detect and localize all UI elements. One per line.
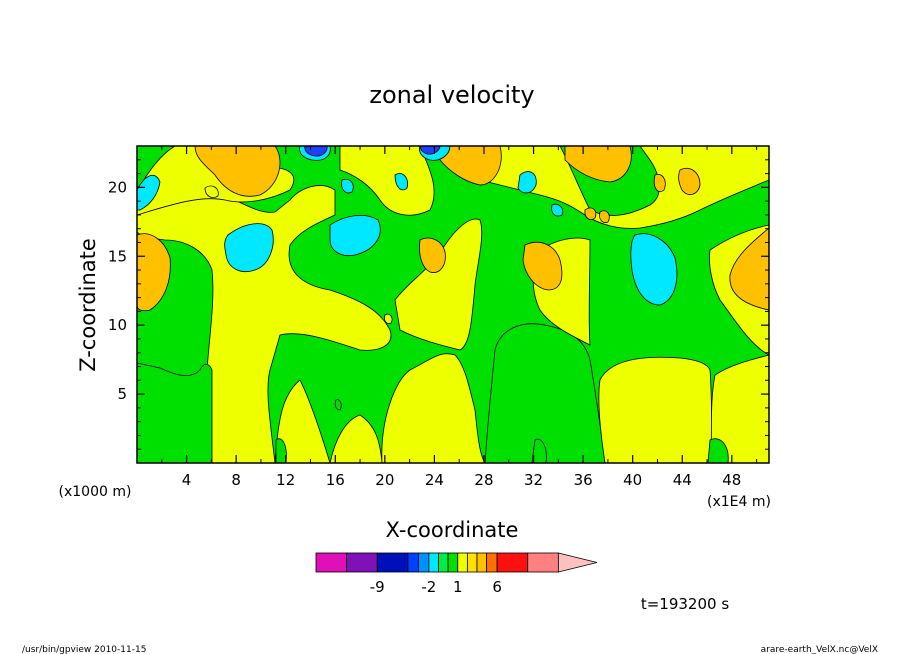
colorbar-bin: [407, 552, 419, 573]
y-tick-label: 10: [108, 316, 127, 334]
colorbar: [315, 552, 598, 573]
y-axis: 5 10 15 20: [108, 159, 769, 450]
x-tick-label: 44: [673, 471, 692, 489]
x-tick-label: 48: [722, 471, 741, 489]
time-label: t=193200 s: [641, 595, 729, 613]
x-tick-label: 12: [276, 471, 295, 489]
colorbar-label: -9: [370, 578, 385, 596]
x-axis-unit: (x1E4 m): [707, 494, 771, 510]
colorbar-bin: [376, 552, 409, 573]
x-tick-label: 40: [623, 471, 642, 489]
y-tick-label: 20: [108, 178, 127, 196]
colorbar-arrow: [557, 552, 598, 573]
field-bands-yellow: [137, 146, 769, 463]
colorbar-bin: [447, 552, 459, 573]
colorbar-bin: [466, 552, 478, 573]
footer-left: /usr/bin/gpview 2010-11-15: [22, 645, 146, 654]
y-axis-label: Z-coordinate: [76, 238, 100, 372]
colorbar-bin: [346, 552, 378, 573]
colorbar-bin: [486, 552, 498, 573]
x-tick-label: 8: [231, 471, 241, 489]
x-tick-label: 16: [326, 471, 345, 489]
y-tick-label: 15: [108, 247, 127, 265]
colorbar-bin: [428, 552, 439, 573]
field-bands-amber: [137, 146, 769, 312]
colorbar-label: 6: [492, 578, 502, 596]
colorbar-bin: [496, 552, 529, 573]
footer-right: arare-earth_VelX.nc@VelX: [761, 645, 878, 654]
field-small-features: [204, 185, 729, 463]
colorbar-bin: [476, 552, 488, 573]
x-axis: 4 8 12 16 20 24 28 32 36 40 44 48: [161, 146, 758, 489]
y-tick-label: 5: [117, 385, 127, 403]
colorbar-bin: [457, 552, 468, 573]
colorbar-bin: [527, 552, 559, 573]
colorbar-bin: [417, 552, 430, 573]
x-axis-label: X-coordinate: [386, 518, 519, 542]
y-axis-unit: (x1000 m): [59, 484, 132, 500]
colorbar-label: 1: [453, 578, 463, 596]
x-tick-label: 24: [425, 471, 444, 489]
contour-plot: [137, 146, 769, 463]
colorbar-bin: [315, 552, 348, 573]
chart-title: zonal velocity: [369, 81, 534, 109]
colorbar-labels: -9 -2 1 6: [370, 578, 502, 596]
plot-frame: [136, 145, 770, 464]
x-tick-label: 32: [524, 471, 543, 489]
colorbar-label: -2: [421, 578, 436, 596]
x-tick-label: 4: [182, 471, 192, 489]
x-tick-label: 28: [474, 471, 493, 489]
x-tick-label: 20: [375, 471, 394, 489]
x-tick-label: 36: [574, 471, 593, 489]
colorbar-bin: [438, 552, 449, 573]
